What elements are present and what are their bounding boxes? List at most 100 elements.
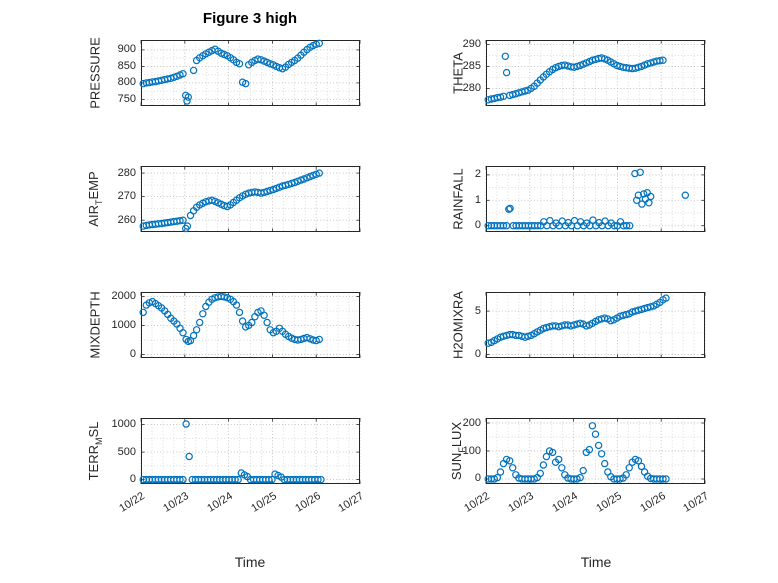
plot-area [139,292,361,358]
chart-theta: THETA 280 285 290 [451,38,706,106]
y-axis-label: AIRTEMP [86,171,104,227]
scatter-series [484,422,670,483]
data-point-marker [548,448,557,457]
data-point-marker [179,329,187,337]
y-tick-label: 280 [462,81,481,94]
y-tick-label: 0 [474,219,481,232]
data-point-marker [484,339,492,347]
grid-lines [140,40,361,106]
axes-box [486,166,705,232]
x-tick-label: 10/24 [550,490,580,515]
x-tick-label: 10/22 [117,490,148,515]
x-tick-label: 10/26 [637,490,668,515]
data-point-marker [576,319,584,327]
data-point-marker [542,452,551,461]
y-tick-label: 800 [117,76,136,89]
data-point-marker [235,60,244,68]
data-point-marker [317,475,325,484]
data-point-marker [139,308,147,317]
y-tick-label: 290 [462,37,481,50]
scatter-series [484,168,689,230]
data-point-marker [501,52,509,60]
data-point-marker [263,318,271,327]
y-axis-label: H2OMIXRA [450,291,466,359]
data-point-marker [637,462,646,471]
data-point-marker [659,475,667,483]
y-tick-label: 1 [474,193,481,206]
y-tick-label: 285 [462,59,481,72]
x-tick-label: 10/22 [462,490,493,515]
x-axis-label-right: Time [580,554,612,570]
y-tick-label: 280 [117,166,136,179]
data-point-marker [183,222,192,230]
data-point-marker [185,452,193,461]
plot-area [139,166,361,233]
chart-h2omixra: H2OMIXRA 0 5 [451,291,706,360]
plot-area [484,292,706,358]
data-point-marker [493,473,502,482]
data-point-marker [600,459,609,468]
data-point-marker [234,475,242,484]
chart-pressure: PRESSURE 750 800 850 900 [88,37,361,109]
data-point-marker [179,216,187,224]
y-tick-label: 200 [462,416,481,429]
y-tick-label: 2 [474,168,481,181]
data-point-marker [622,222,631,230]
data-point-marker [646,192,655,201]
data-point-marker [196,318,204,327]
x-axis-label-left: Time [234,554,266,570]
data-point-marker [634,191,643,199]
plot-area [484,166,706,232]
data-point-marker [312,40,320,49]
y-tick-label: 0 [474,348,481,361]
data-point-marker [638,200,646,208]
y-axis-label: PRESSURE [87,37,103,109]
x-tick-label: 10/23 [506,490,537,515]
data-point-marker [265,475,273,484]
data-point-marker [179,70,187,78]
data-point-marker [182,420,190,428]
data-point-marker [183,97,191,105]
data-point-marker [496,468,505,476]
data-point-marker [656,57,664,65]
data-point-marker [502,68,511,77]
data-point-marker [176,324,184,333]
y-tick-label: 1000 [111,318,136,331]
data-point-marker [202,302,210,311]
y-tick-label: 100 [462,444,481,457]
axes-box [141,418,360,484]
data-point-marker [184,93,193,101]
data-point-marker [594,441,603,450]
data-point-marker [241,79,250,88]
scatter-series [139,39,323,105]
data-point-marker [268,475,276,484]
data-point-marker [625,222,634,230]
data-point-marker [634,457,643,465]
data-point-marker [662,294,670,302]
figure-title: Figure 3 high [202,10,298,27]
data-point-marker [625,464,633,472]
data-point-marker [220,293,228,301]
data-point-marker [506,457,514,465]
data-point-marker [591,430,600,438]
data-point-marker [499,222,508,230]
chart-rainfall: RAINFALL 0 1 2 [451,166,706,232]
axes-box [141,40,360,106]
data-point-marker [600,314,609,322]
data-point-marker [315,335,323,344]
data-point-marker [509,464,517,472]
y-tick-label: 1000 [111,418,136,431]
axes-box [141,166,360,232]
data-point-marker [260,311,268,319]
data-point-marker [192,326,201,334]
plot-area [484,418,706,484]
data-point-marker [616,475,624,483]
data-point-marker [539,461,548,469]
data-point-marker [235,308,244,317]
data-point-marker [662,475,670,483]
y-tick-label: 270 [117,190,136,203]
data-point-marker [496,93,505,101]
chart-mixdepth: MIXDEPTH 0 1000 2000 [88,290,361,360]
scatter-series [139,169,323,233]
axes-box [486,292,705,358]
